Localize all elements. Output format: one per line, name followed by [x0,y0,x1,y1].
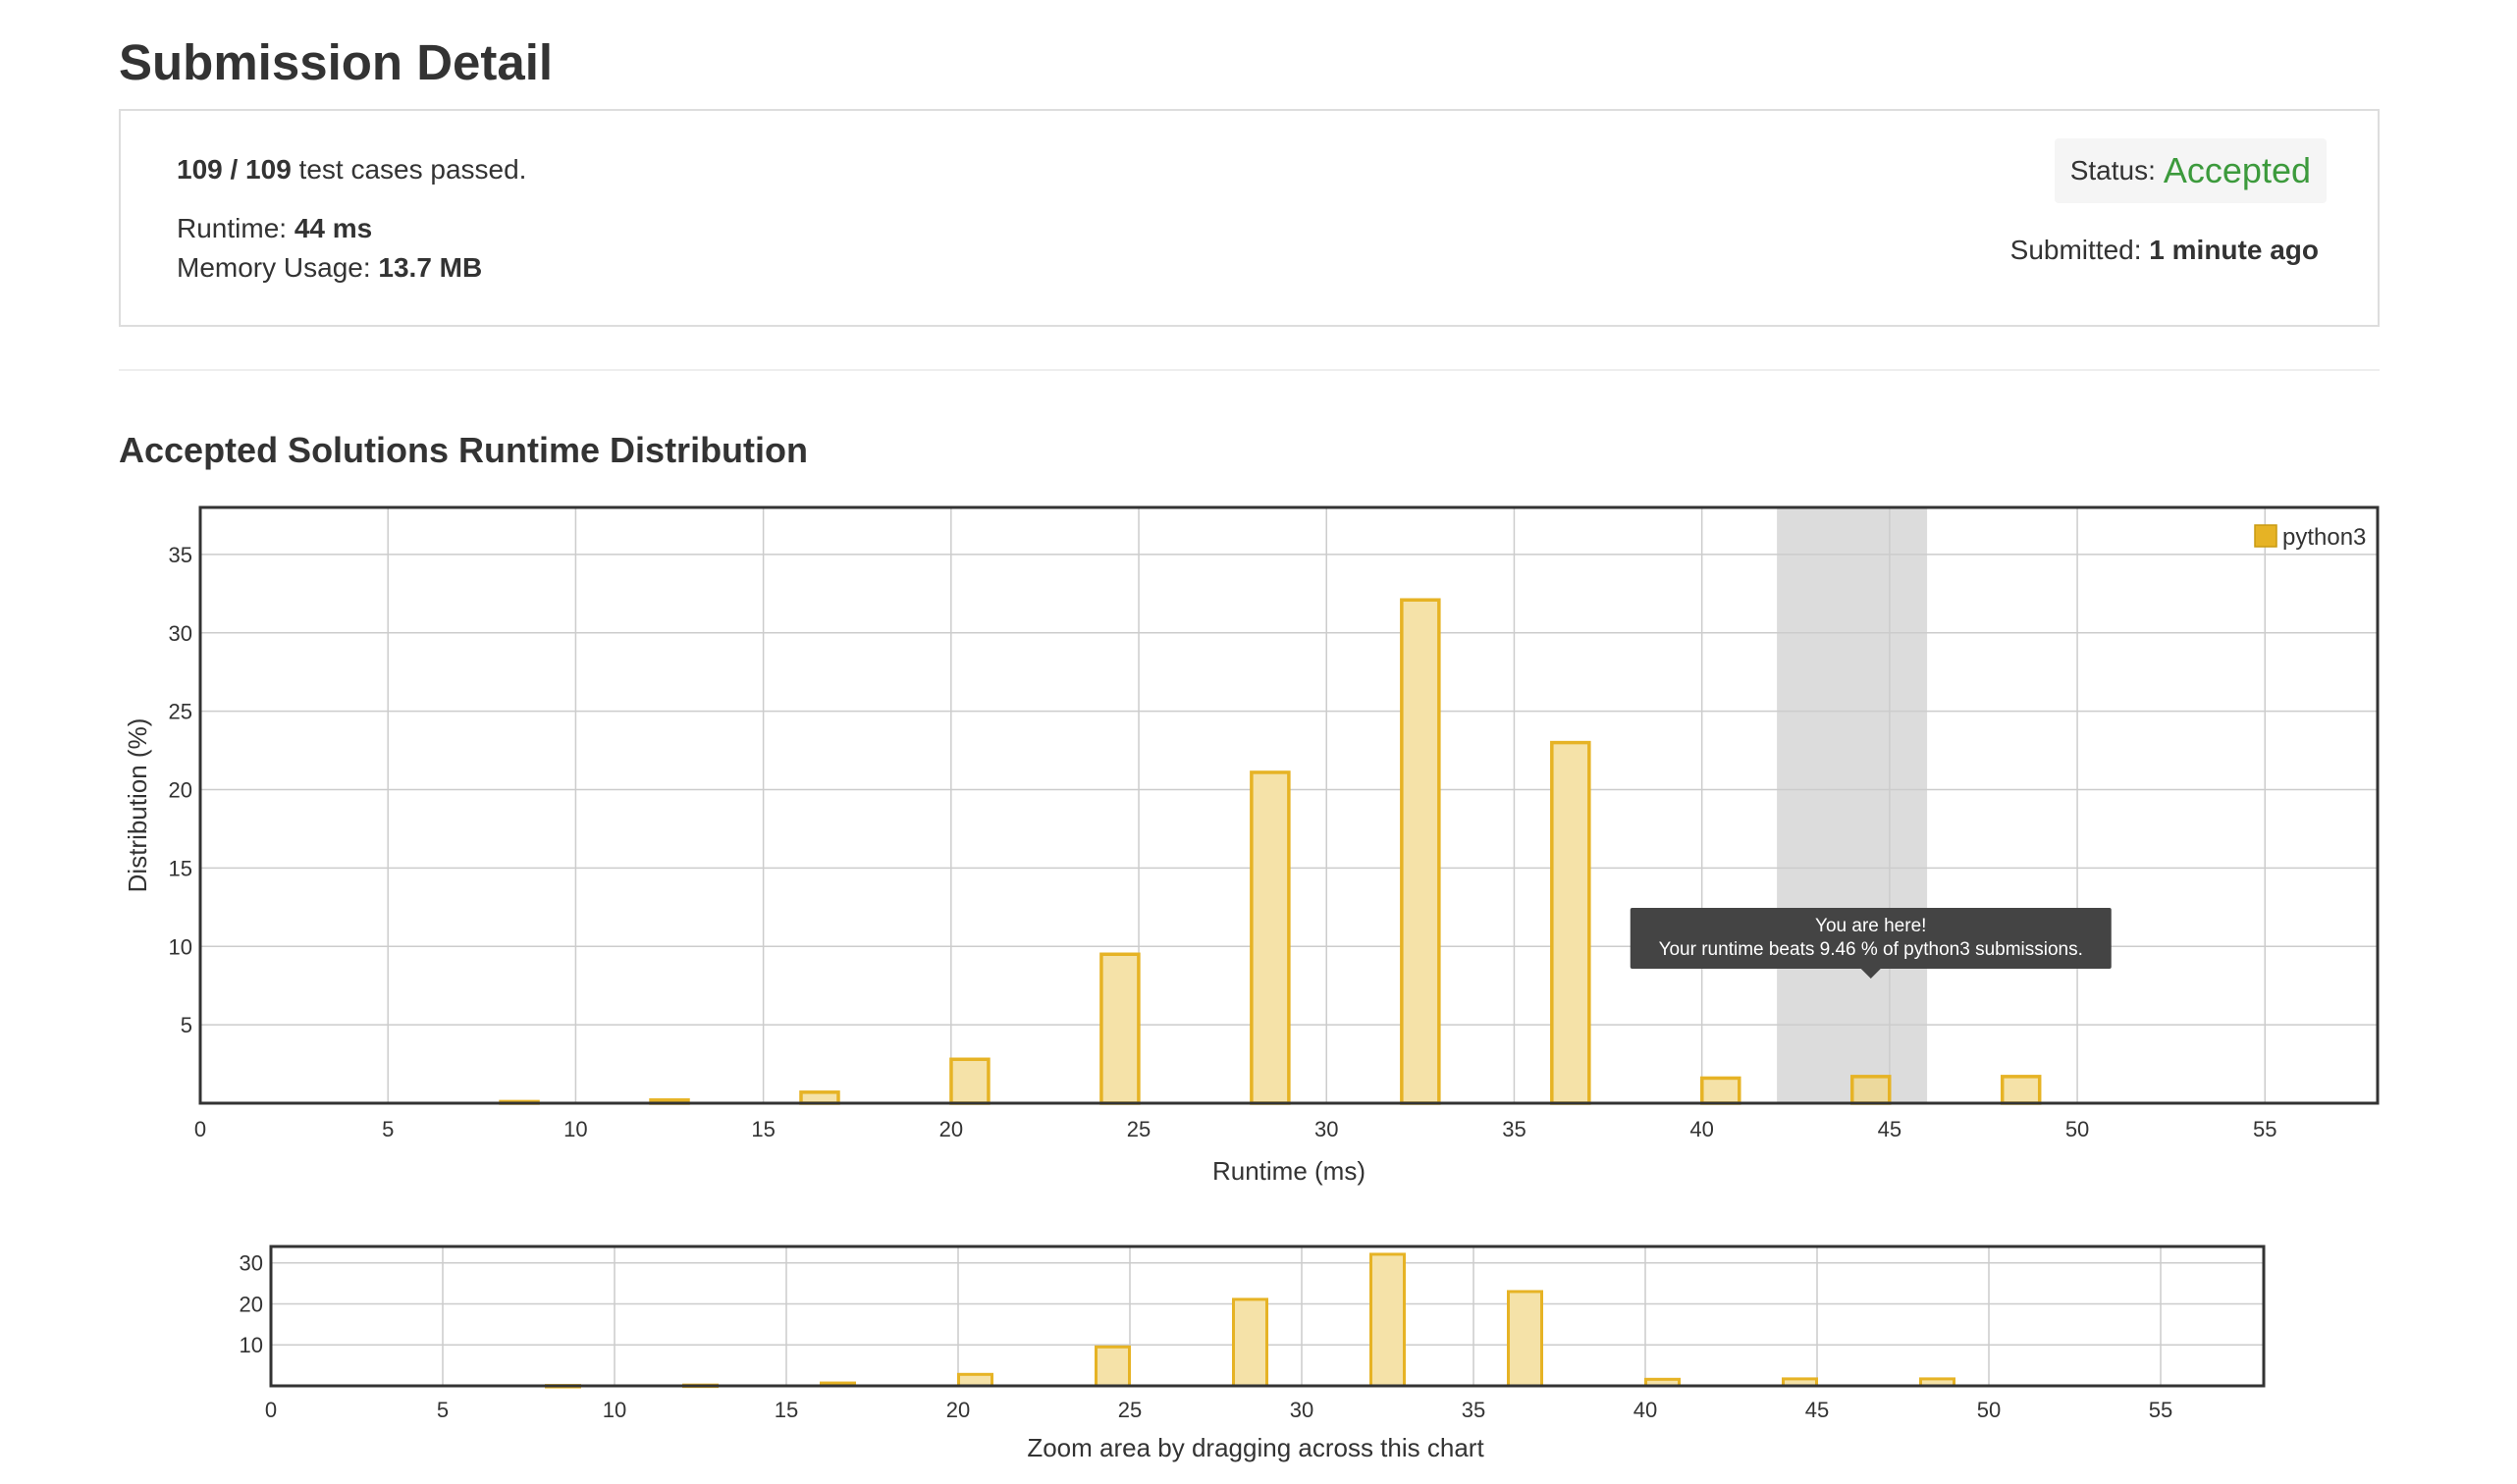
bar [1700,1076,1741,1105]
x-tick-label: 0 [265,1398,277,1422]
bar [1849,1075,1892,1105]
bar [799,1090,840,1105]
test-cases-suffix: test cases passed. [291,154,527,185]
runtime-distribution-chart[interactable]: 0 5 10 15 20 25 30 35 40 45 50 555101520253035Runti… [0,491,2517,1197]
x-tick-label: 0 [194,1117,206,1141]
y-tick-label: 30 [240,1251,263,1276]
bar [949,1057,991,1105]
bar [1250,770,1291,1105]
y-tick-label: 10 [240,1333,263,1357]
status-value[interactable]: Accepted [2163,150,2311,190]
bar [1550,740,1591,1105]
y-tick-label: 35 [169,543,192,567]
bar [1400,598,1441,1105]
memory-label: Memory Usage: [177,252,379,283]
bar [2000,1075,2042,1105]
x-axis-title: Runtime (ms) [1212,1156,1366,1186]
memory-line: Memory Usage: 13.7 MB [177,252,482,284]
x-tick-label: 15 [775,1398,798,1422]
x-tick-label: 45 [1805,1398,1829,1422]
x-tick-label: 35 [1502,1117,1526,1141]
x-tick-label: 50 [1977,1398,2001,1422]
x-tick-label: 35 [1462,1398,1485,1422]
x-tick-label: 55 [2253,1117,2276,1141]
x-tick-label: 10 [603,1398,626,1422]
x-tick-label: 15 [751,1117,775,1141]
legend-swatch [2254,524,2277,548]
x-tick-label: 50 [2065,1117,2089,1141]
y-axis-title: Distribution (%) [123,718,152,893]
y-tick-label: 5 [181,1013,192,1037]
y-tick-label: 25 [169,700,192,724]
test-cases-line: 109 / 109 test cases passed. [177,154,526,186]
status-badge: Status: Accepted [2054,138,2327,203]
y-tick-label: 10 [169,934,192,959]
section-title: Accepted Solutions Runtime Distribution [119,430,809,470]
submitted-line: Submitted: 1 minute ago [2010,235,2319,266]
x-axis-title: Zoom area by dragging across this chart [1027,1433,1484,1462]
y-tick-label: 30 [169,621,192,646]
x-tick-label: 30 [1290,1398,1313,1422]
y-tick-label: 15 [169,856,192,880]
bar [957,1372,993,1388]
section-divider [119,369,2380,371]
tooltip-pointer [1860,969,1881,979]
runtime-line: Runtime: 44 ms [177,213,372,244]
y-tick-label: 20 [240,1292,263,1316]
y-tick-label: 20 [169,778,192,803]
tooltip-line-2: Your runtime beats 9.46 % of python3 sub… [1659,939,2083,960]
page-title: Submission Detail [119,34,554,90]
tooltip-line-1: You are here! [1815,916,1926,936]
plot-frame [269,1245,2266,1388]
plot-frame [198,505,2380,1105]
zoom-navigator-chart[interactable]: 0 5 10 15 20 25 30 35 40 45 50 55 10 20 30 Zoom area by… [0,1227,2517,1482]
submission-summary-panel: 109 / 109 test cases passed. Runtime: 44… [119,109,2380,327]
x-tick-label: 5 [437,1398,449,1422]
test-cases-count: 109 / 109 [177,154,292,185]
x-tick-label: 20 [946,1398,970,1422]
x-tick-label: 40 [1633,1398,1657,1422]
memory-value: 13.7 MB [378,252,483,283]
bar [1507,1290,1543,1388]
x-tick-label: 30 [1314,1117,1338,1141]
bar [1232,1298,1268,1388]
submitted-value: 1 minute ago [2149,235,2319,265]
status-label: Status: [2069,155,2156,186]
x-tick-label: 25 [1118,1398,1142,1422]
legend-label: python3 [2282,524,2366,551]
tooltip-box [1630,908,2112,969]
runtime-value: 44 ms [294,213,373,243]
x-tick-label: 20 [939,1117,963,1141]
bar [1369,1252,1406,1388]
x-tick-label: 10 [563,1117,587,1141]
bar [1095,1345,1131,1388]
runtime-label: Runtime: [177,213,295,243]
x-tick-label: 40 [1689,1117,1713,1141]
bar [1099,952,1141,1105]
x-tick-label: 5 [382,1117,394,1141]
x-tick-label: 45 [1878,1117,1901,1141]
x-tick-label: 25 [1127,1117,1151,1141]
current-runtime-highlight [1777,507,1928,1103]
submitted-label: Submitted: [2009,235,2150,265]
x-tick-label: 55 [2149,1398,2172,1422]
